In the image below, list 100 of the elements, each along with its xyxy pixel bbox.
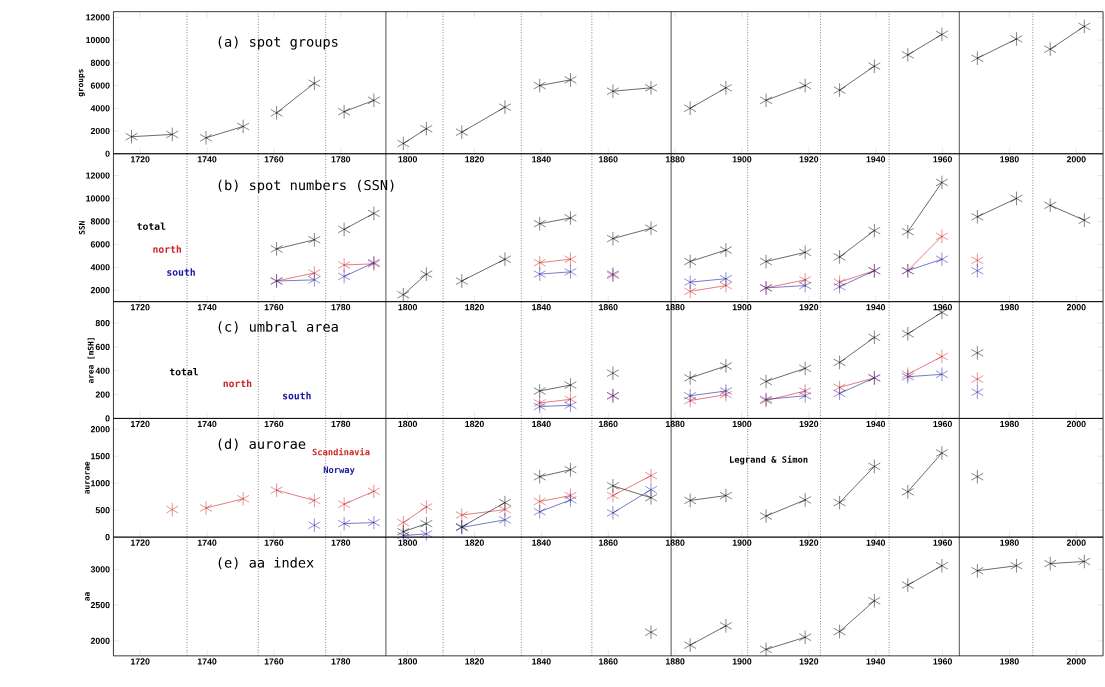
x-tick-label: 1720: [130, 539, 150, 546]
x-tick-label: 1740: [197, 658, 217, 665]
y-tick-label: 2000: [90, 426, 110, 433]
x-tick-label: 1740: [197, 156, 217, 163]
x-tick-label: 1780: [331, 539, 351, 546]
x-tick-label: 2000: [1066, 304, 1086, 311]
y-tick-label: 4000: [90, 105, 110, 112]
y-tick-label: 500: [95, 507, 110, 514]
y-tick-label: 6000: [90, 82, 110, 89]
x-tick-label: 1940: [866, 156, 886, 163]
text: south: [282, 391, 311, 400]
x-tick-label: 1720: [130, 156, 150, 163]
y-tick-label: 2000: [90, 637, 110, 644]
x-tick-label: 1960: [933, 658, 952, 665]
x-tick-label: 1900: [732, 156, 752, 163]
x-tick-label: 1840: [532, 420, 551, 428]
x-tick-label: 1820: [465, 658, 484, 665]
text: (a) spot groups: [218, 36, 338, 50]
x-tick-label: 1980: [1000, 420, 1019, 428]
x-tick-label: 1840: [532, 539, 551, 546]
x-tick-label: 1940: [866, 539, 886, 546]
x-tick-label: 1820: [465, 420, 484, 428]
x-tick-label: 2000: [1066, 156, 1086, 163]
y-tick-label: 800: [95, 319, 110, 327]
x-tick-label: 1800: [398, 420, 418, 428]
x-tick-label: 1960: [933, 539, 952, 546]
x-tick-label: 1740: [197, 420, 217, 428]
x-tick-label: 1980: [1000, 304, 1019, 311]
x-tick-label: 1820: [465, 539, 484, 546]
x-tick-label: 1900: [732, 304, 752, 311]
x-tick-label: 1800: [398, 304, 418, 311]
x-tick-label: 1800: [398, 658, 418, 665]
x-tick-label: 1760: [264, 304, 284, 311]
x-tick-label: 2000: [1066, 658, 1086, 665]
x-tick-label: 1720: [130, 304, 150, 311]
y-tick-label: 4000: [90, 264, 110, 271]
y-tick-label: 10000: [86, 195, 110, 202]
x-tick-label: 1760: [264, 156, 284, 163]
y-tick-label: 0: [105, 415, 110, 422]
text: (d) aurorae: [218, 438, 306, 451]
x-tick-label: 1820: [465, 156, 484, 163]
text: south: [167, 268, 195, 276]
x-tick-label: 1780: [331, 658, 351, 665]
y-tick-label: 2500: [90, 601, 110, 609]
y-tick-label: 6000: [90, 241, 110, 248]
y-tick-label: 2000: [90, 287, 110, 294]
x-tick-label: 2000: [1066, 539, 1086, 546]
x-tick-label: 1780: [331, 420, 351, 428]
x-tick-label: 2000: [1066, 420, 1086, 428]
y-tick-label: 8000: [90, 59, 110, 66]
x-tick-label: 1860: [599, 304, 618, 311]
x-tick-label: 1780: [331, 156, 351, 163]
y-tick-label: 12000: [86, 14, 110, 21]
x-tick-label: 1820: [465, 304, 484, 311]
x-tick-label: 1720: [130, 658, 150, 665]
x-tick-label: 1780: [331, 304, 351, 311]
y-tick-label: 10000: [86, 36, 110, 44]
x-tick-label: 1760: [264, 658, 284, 665]
text: (e) aa index: [218, 557, 314, 570]
x-tick-label: 1720: [130, 420, 150, 428]
x-tick-label: 1900: [732, 420, 752, 428]
x-tick-label: 1960: [933, 156, 952, 163]
x-tick-label: 1880: [665, 658, 685, 665]
x-tick-label: 1940: [866, 658, 886, 665]
y-tick-label: 0: [105, 534, 110, 541]
y-tick-label: 600: [95, 343, 110, 351]
y-tick-label: 3000: [90, 566, 110, 573]
x-tick-label: 1920: [799, 304, 819, 311]
text: Scandinavia: [312, 448, 370, 456]
x-tick-label: 1980: [1000, 539, 1019, 546]
x-tick-label: 1960: [933, 420, 952, 428]
x-tick-label: 1920: [799, 658, 819, 665]
y-tick-label: 200: [95, 391, 110, 398]
x-tick-label: 1840: [532, 156, 551, 163]
x-tick-label: 1880: [665, 304, 685, 311]
x-tick-label: 1960: [933, 304, 952, 311]
y-tick-label: 1500: [91, 453, 110, 460]
x-tick-label: 1740: [197, 539, 217, 546]
x-tick-label: 1920: [799, 420, 819, 428]
y-tick-label: 12000: [86, 172, 110, 179]
y-tick-label: 2000: [90, 127, 110, 135]
y-tick-label: 1000: [91, 480, 110, 487]
x-tick-label: 1920: [799, 539, 819, 546]
x-tick-label: 1940: [866, 420, 886, 428]
text: (b) spot numbers (SSN): [218, 179, 394, 193]
x-tick-label: 1980: [1000, 156, 1019, 163]
y-tick-label: 8000: [90, 218, 110, 225]
text: Norway: [323, 466, 355, 475]
text: north: [153, 245, 182, 253]
x-tick-label: 1860: [599, 658, 618, 665]
x-tick-label: 1900: [732, 539, 752, 546]
x-tick-label: 1840: [532, 658, 551, 665]
x-tick-label: 1860: [599, 156, 618, 163]
x-tick-label: 1880: [665, 156, 685, 163]
x-tick-label: 1880: [665, 539, 685, 546]
x-tick-label: 1940: [866, 304, 886, 311]
text: total: [137, 222, 166, 230]
x-tick-label: 1800: [398, 156, 418, 163]
x-tick-label: 1840: [532, 304, 551, 311]
x-tick-label: 1800: [398, 539, 418, 546]
